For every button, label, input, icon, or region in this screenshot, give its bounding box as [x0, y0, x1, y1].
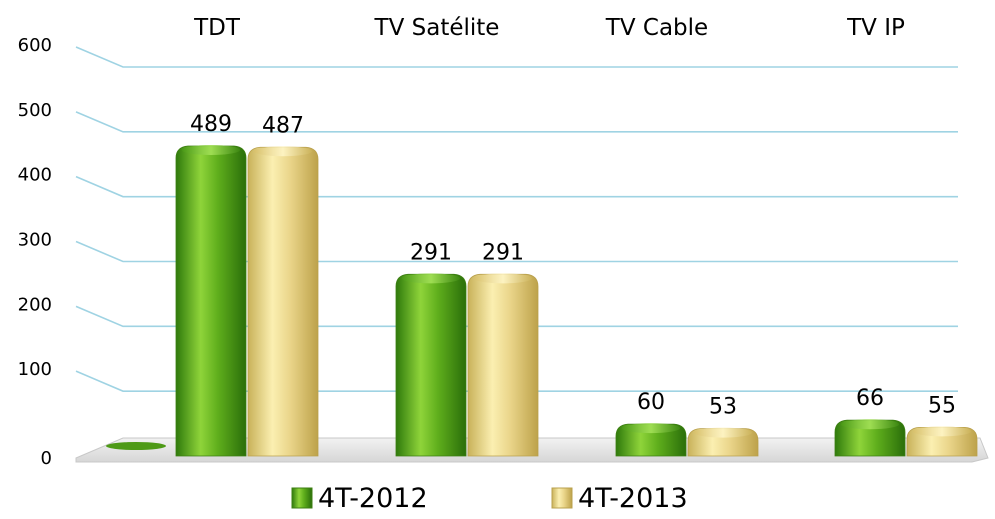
bars	[106, 144, 978, 457]
bar-body	[247, 146, 319, 457]
category-label: TDT	[193, 15, 241, 41]
data-label: 66	[856, 386, 884, 411]
legend: 4T-2012 4T-2013	[291, 483, 688, 514]
bar	[834, 419, 906, 457]
legend-swatch	[291, 487, 313, 509]
y-tick-label: 300	[18, 230, 52, 251]
category-label: TV Cable	[605, 15, 708, 41]
data-label: 291	[482, 240, 524, 265]
category-label: TV Satélite	[374, 15, 500, 41]
data-label: 55	[928, 393, 956, 418]
category-label: TV IP	[846, 15, 905, 41]
bar-cap	[254, 146, 312, 157]
gridline	[75, 46, 958, 68]
legend-item: 4T-2013	[551, 483, 688, 514]
gridline	[75, 240, 958, 263]
y-tick-label: 400	[18, 165, 52, 186]
data-label: 489	[190, 112, 232, 137]
data-labels: 489 487 291 291 60 53 66 55	[190, 112, 956, 420]
bar	[175, 144, 247, 457]
bar-cap	[622, 423, 680, 434]
bar-cap	[841, 419, 899, 430]
bar-cap	[474, 273, 532, 284]
y-tick-label: 0	[41, 448, 52, 469]
data-label: 53	[709, 395, 737, 420]
bar-body	[175, 145, 247, 457]
bar-body	[834, 419, 906, 457]
bar	[906, 426, 978, 457]
legend-swatch	[551, 487, 573, 509]
bar-cap	[694, 427, 752, 438]
data-label: 60	[637, 390, 665, 415]
legend-item: 4T-2012	[291, 483, 428, 514]
y-tick-label: 200	[18, 294, 52, 315]
legend-label: 4T-2012	[318, 483, 428, 514]
y-tick-label: 100	[18, 359, 52, 380]
gridline	[75, 175, 958, 198]
legend-label: 4T-2013	[578, 483, 688, 514]
gridline	[75, 111, 958, 133]
bar	[395, 273, 467, 457]
bar	[247, 146, 319, 457]
gridline	[75, 370, 958, 392]
bar-cap	[182, 144, 240, 155]
y-tick-label: 600	[18, 35, 52, 56]
data-label: 291	[410, 240, 452, 265]
gridlines	[75, 46, 958, 392]
bar-cap	[913, 426, 971, 437]
y-tick-label: 500	[18, 100, 52, 121]
bar-body	[395, 273, 467, 457]
zero-marker	[106, 442, 166, 450]
bar	[615, 423, 687, 457]
bar	[687, 427, 759, 457]
bar-body	[467, 273, 539, 457]
y-axis: 0 100 200 300 400 500 600	[18, 35, 52, 469]
bar	[467, 273, 539, 457]
data-label: 487	[262, 113, 304, 138]
category-labels: TDT TV Satélite TV Cable TV IP	[193, 15, 905, 41]
gridline	[75, 305, 958, 328]
bar-cap	[402, 273, 460, 284]
